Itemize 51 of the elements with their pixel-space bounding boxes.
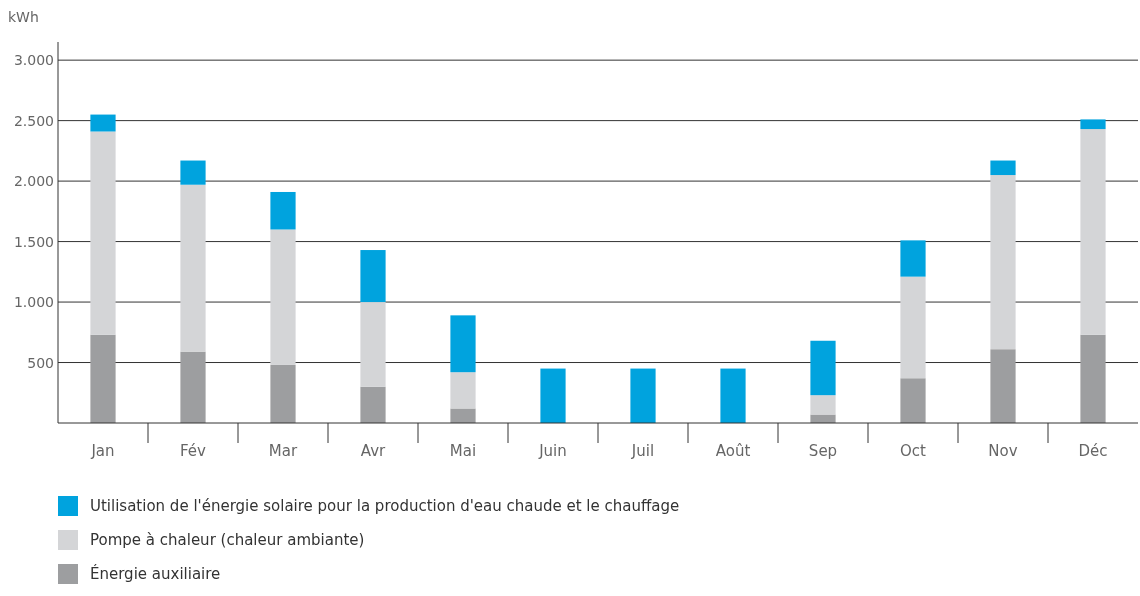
x-tick-label: Mar bbox=[268, 442, 298, 460]
x-tick-label: Nov bbox=[988, 442, 1018, 460]
bar bbox=[990, 160, 1016, 176]
bar bbox=[900, 276, 926, 379]
bar bbox=[450, 408, 476, 423]
bar bbox=[1080, 334, 1106, 423]
bar bbox=[270, 191, 296, 230]
y-tick-label: 500 bbox=[27, 354, 54, 371]
bar bbox=[900, 378, 926, 423]
x-tick-label: Juil bbox=[630, 442, 655, 460]
y-tick-label: 1.500 bbox=[13, 233, 54, 250]
bar bbox=[990, 175, 1016, 350]
bar bbox=[90, 131, 116, 335]
x-tick-label: Oct bbox=[900, 442, 927, 460]
bar bbox=[180, 184, 206, 352]
bar bbox=[270, 364, 296, 423]
y-tick-label: 3.000 bbox=[13, 52, 54, 69]
x-tick-label: Mai bbox=[449, 442, 477, 460]
bar bbox=[180, 351, 206, 423]
bar bbox=[450, 372, 476, 409]
y-tick-label: 2.000 bbox=[13, 173, 54, 190]
bar bbox=[360, 250, 386, 303]
legend-label: Utilisation de l'énergie solaire pour la production d'eau chaude et le chauffage bbox=[90, 497, 680, 515]
bar bbox=[540, 368, 566, 423]
x-tick-label: Déc bbox=[1078, 442, 1108, 460]
x-tick-label: Fév bbox=[180, 442, 207, 460]
bar bbox=[450, 315, 476, 373]
bar bbox=[810, 340, 836, 396]
bar bbox=[180, 160, 206, 185]
bar bbox=[360, 386, 386, 423]
x-tick-label: Jan bbox=[90, 442, 115, 460]
bar bbox=[270, 229, 296, 365]
bar bbox=[360, 302, 386, 387]
bar bbox=[90, 114, 116, 132]
y-tick-label: 1.000 bbox=[13, 294, 54, 311]
bar bbox=[630, 368, 656, 423]
bar bbox=[720, 368, 746, 423]
x-tick-label: Juin bbox=[538, 442, 567, 460]
bar bbox=[810, 395, 836, 415]
bar bbox=[90, 334, 116, 423]
legend-label: Pompe à chaleur (chaleur ambiante) bbox=[90, 531, 365, 549]
legend-label: Énergie auxiliaire bbox=[90, 564, 221, 583]
bar bbox=[990, 349, 1016, 423]
bar bbox=[1080, 129, 1106, 335]
y-axis-title: kWh bbox=[8, 9, 39, 25]
y-tick-label: 2.500 bbox=[13, 112, 54, 129]
x-tick-label: Avr bbox=[360, 442, 387, 460]
x-tick-label: Août bbox=[715, 442, 751, 460]
bar bbox=[900, 240, 926, 277]
bar bbox=[1080, 119, 1106, 130]
x-tick-label: Sep bbox=[808, 442, 838, 460]
